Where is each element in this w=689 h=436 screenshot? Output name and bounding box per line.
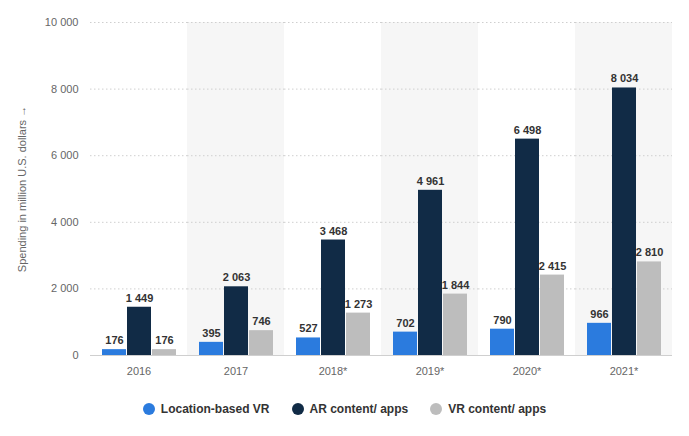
svg-text:2 810: 2 810	[636, 246, 664, 258]
svg-text:2 000: 2 000	[51, 282, 79, 294]
svg-text:2 063: 2 063	[223, 271, 251, 283]
svg-text:4 961: 4 961	[417, 175, 445, 187]
svg-text:2016: 2016	[127, 365, 151, 377]
svg-text:395: 395	[202, 327, 220, 339]
svg-text:176: 176	[105, 334, 123, 346]
svg-text:8 000: 8 000	[51, 83, 79, 95]
svg-text:8 034: 8 034	[611, 72, 639, 84]
svg-text:10 000: 10 000	[45, 16, 79, 28]
svg-text:2018*: 2018*	[319, 365, 348, 377]
svg-text:4 000: 4 000	[51, 216, 79, 228]
svg-text:6 000: 6 000	[51, 149, 79, 161]
svg-text:2021*: 2021*	[610, 365, 639, 377]
svg-text:790: 790	[493, 314, 511, 326]
svg-text:2020*: 2020*	[513, 365, 542, 377]
svg-text:527: 527	[299, 322, 317, 334]
svg-text:2017: 2017	[224, 365, 248, 377]
svg-text:966: 966	[590, 308, 608, 320]
svg-text:702: 702	[396, 317, 414, 329]
svg-text:2 415: 2 415	[539, 260, 567, 272]
svg-text:1 273: 1 273	[345, 298, 373, 310]
svg-text:0: 0	[72, 349, 78, 361]
svg-text:176: 176	[155, 334, 173, 346]
svg-text:3 468: 3 468	[320, 225, 348, 237]
html-text:VR content/ apps: VR content/ apps	[448, 402, 547, 416]
svg-text:746: 746	[252, 315, 270, 327]
svg-text:1 844: 1 844	[442, 279, 470, 291]
html-text:AR content/ apps: AR content/ apps	[309, 402, 409, 416]
svg-text:1 449: 1 449	[126, 292, 154, 304]
svg-text:Spending in million U.S. dolla: Spending in million U.S. dollars →	[16, 106, 28, 272]
svg-text:6 498: 6 498	[514, 124, 542, 136]
html-text:Location-based VR: Location-based VR	[160, 402, 270, 416]
svg-text:2019*: 2019*	[416, 365, 445, 377]
